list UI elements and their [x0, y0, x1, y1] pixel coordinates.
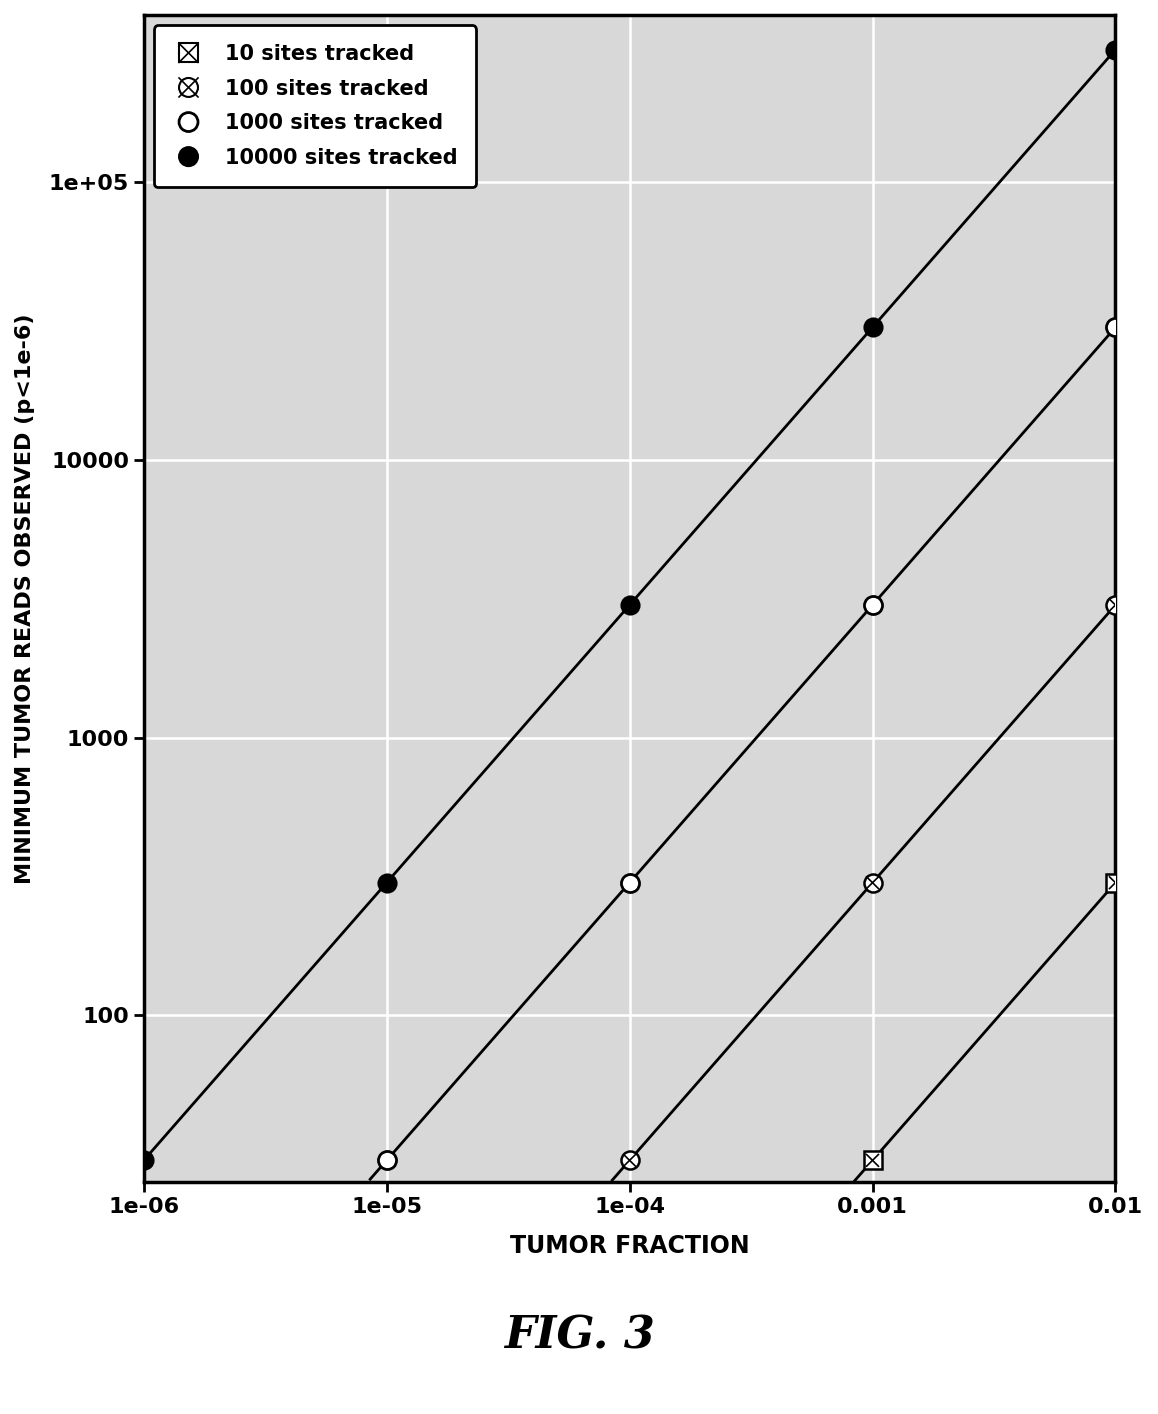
Text: FIG. 3: FIG. 3 [504, 1315, 654, 1357]
Y-axis label: MINIMUM TUMOR READS OBSERVED (p<1e-6): MINIMUM TUMOR READS OBSERVED (p<1e-6) [15, 314, 35, 884]
Legend: 10 sites tracked, 100 sites tracked, 1000 sites tracked, 10000 sites tracked: 10 sites tracked, 100 sites tracked, 100… [154, 25, 476, 187]
X-axis label: TUMOR FRACTION: TUMOR FRACTION [510, 1233, 749, 1257]
